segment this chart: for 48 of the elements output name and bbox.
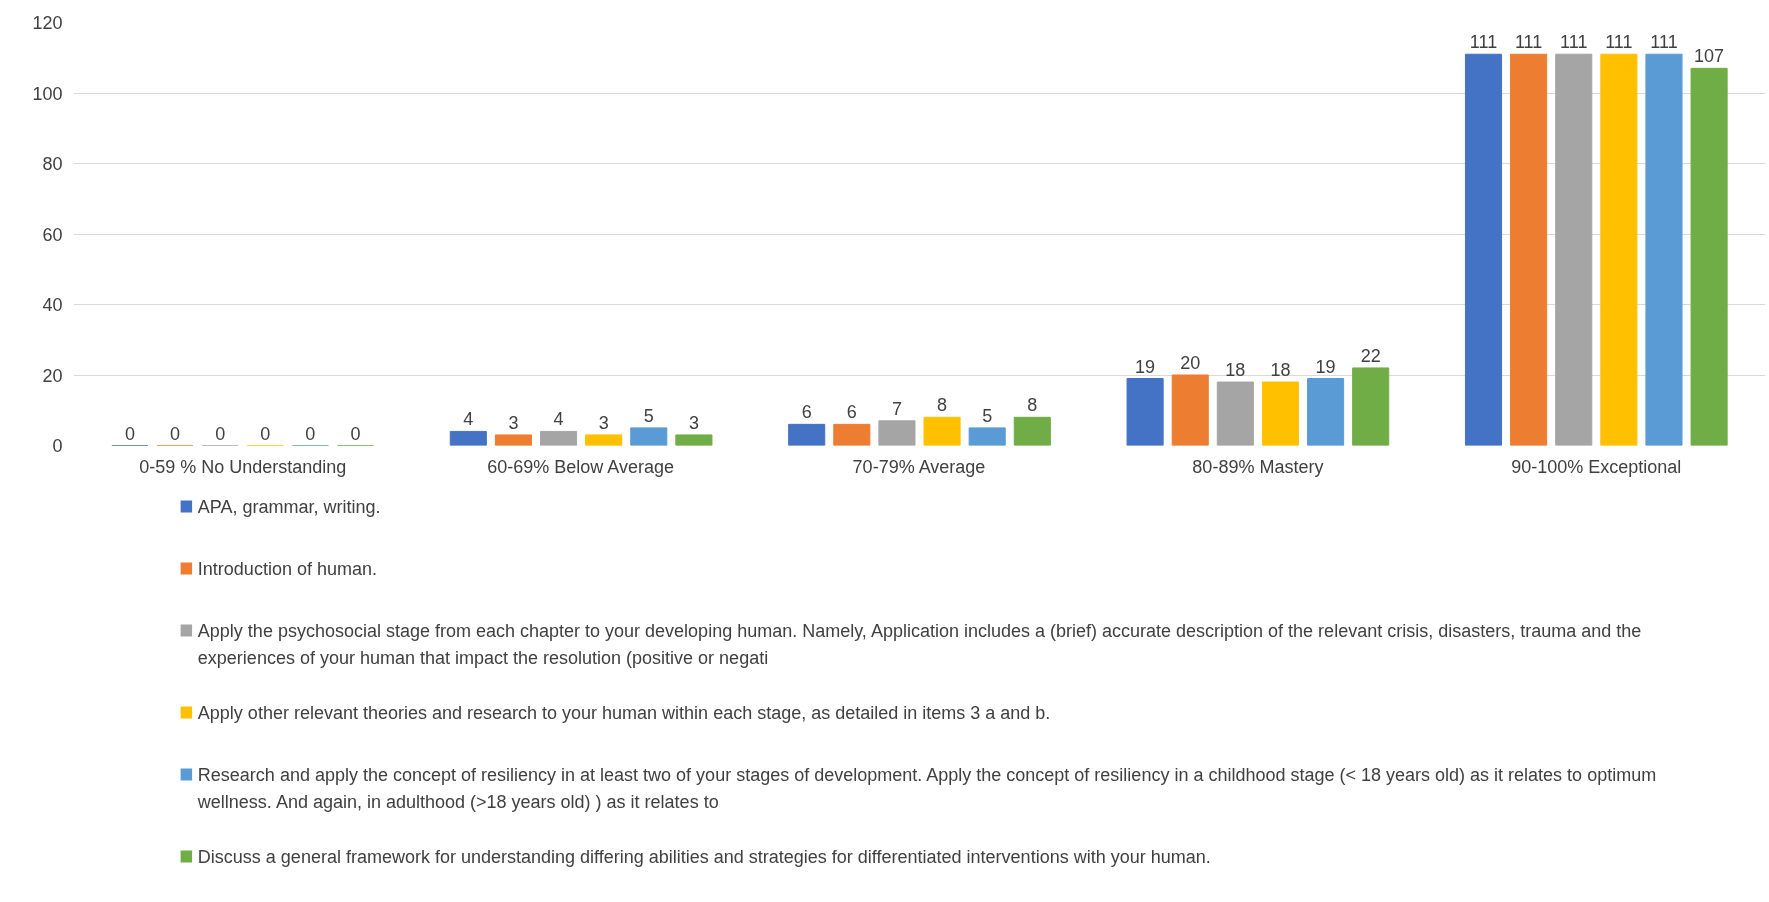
- x-tick-label: 60-69% Below Average: [487, 456, 674, 477]
- legend-label: Apply the psychosocial stage from each chapter to your developing human. Namely, Application includes a (brief) accurate description of the relevant crisis, disasters, trauma and the experiences of your human that impact the resolution (positive or negati: [197, 620, 1642, 668]
- y-tick-label: 80: [42, 154, 63, 174]
- y-tick-label: 40: [42, 295, 63, 315]
- data-label: 0: [350, 423, 361, 444]
- data-label: 0: [170, 423, 181, 444]
- data-label: 0: [215, 423, 226, 444]
- data-label: 111: [1514, 32, 1543, 53]
- data-label: 22: [1360, 345, 1381, 366]
- x-tick-label: 70-79% Average: [852, 456, 986, 477]
- x-tick-label: 0-59 % No Understanding: [139, 456, 347, 477]
- data-label: 107: [1694, 46, 1725, 67]
- x-tick-label: 90-100% Exceptional: [1511, 456, 1682, 477]
- data-label: 7: [891, 398, 902, 419]
- legend-label: Research and apply the concept of resiliency in at least two of your stages of development. Apply the concept of resiliency in a childhood stage (< 18 years old) as it relates to optimum wellness. And again, in adulthood (>18 years old) ) as it relates to: [196, 764, 1657, 812]
- data-label: 6: [801, 402, 812, 423]
- y-tick-label: 20: [42, 365, 63, 386]
- data-label: 111: [1560, 32, 1588, 53]
- data-label: 3: [688, 412, 699, 433]
- data-label: 0: [260, 423, 271, 444]
- legend-label: Discuss a general framework for understanding differing abilities and strategies for differentiated interventions with your human.: [197, 846, 1211, 867]
- data-label: 6: [846, 402, 857, 423]
- data-label: 19: [1135, 356, 1156, 377]
- legend-label: Apply other relevant theories and research to your human within each stage, as detailed in items 3 a and b.: [197, 702, 1051, 723]
- data-label: 18: [1225, 360, 1246, 381]
- data-label: 111: [1605, 32, 1633, 53]
- y-tick-label: 120: [32, 13, 63, 33]
- data-label: 0: [124, 423, 135, 444]
- data-label: 18: [1270, 360, 1291, 381]
- legend-label: APA, grammar, writing.: [197, 496, 381, 517]
- data-label: 3: [508, 412, 519, 433]
- data-label: 19: [1315, 356, 1336, 377]
- data-label: 5: [643, 405, 654, 426]
- data-label: 5: [982, 405, 993, 426]
- data-label: 111: [1650, 32, 1678, 53]
- data-label: 111: [1469, 32, 1498, 53]
- data-label: 0: [305, 423, 316, 444]
- data-label: 3: [598, 412, 609, 433]
- data-label: 20: [1180, 353, 1201, 373]
- data-label: 4: [553, 409, 564, 430]
- legend-label: Introduction of human.: [197, 558, 377, 579]
- data-label: 8: [1027, 395, 1038, 416]
- y-tick-label: 0: [52, 436, 63, 456]
- data-label: 4: [463, 409, 474, 430]
- y-tick-label: 100: [32, 83, 63, 104]
- data-label: 8: [937, 395, 948, 416]
- y-tick-label: 60: [42, 224, 63, 245]
- x-tick-label: 80-89% Mastery: [1192, 456, 1324, 477]
